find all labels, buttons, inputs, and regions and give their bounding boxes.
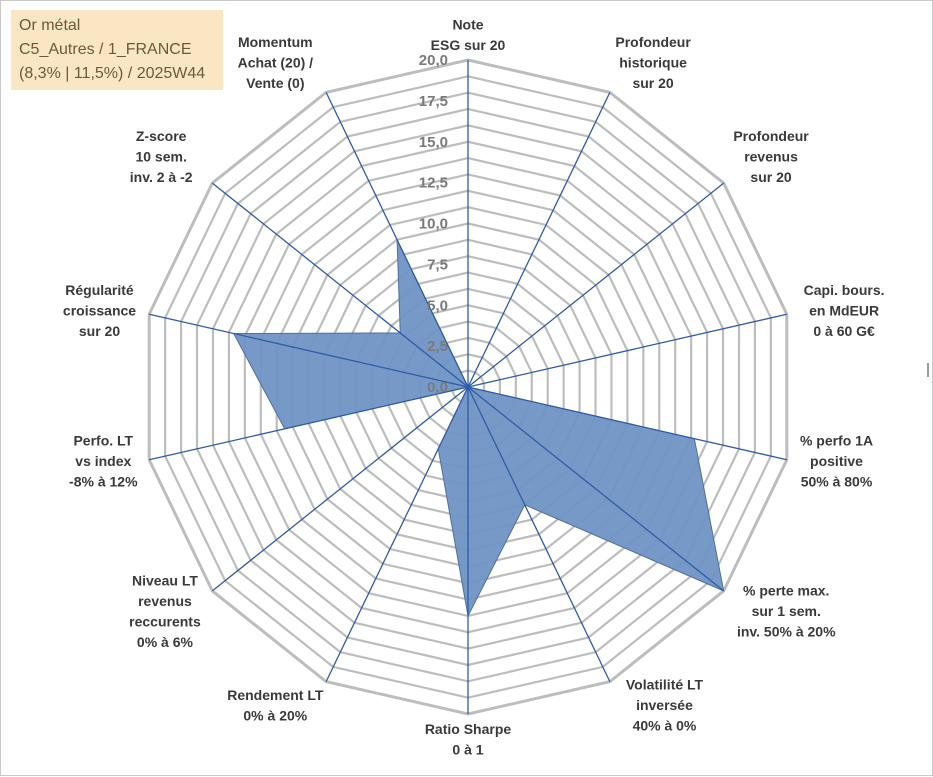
category-label: % perte max. — [743, 583, 829, 599]
tick-label: 10,0 — [419, 216, 448, 233]
tick-label: 5,0 — [427, 297, 448, 314]
category-label: Achat (20) / — [238, 54, 314, 70]
category-label: 50% à 80% — [801, 474, 873, 490]
category-label: Note — [452, 17, 483, 33]
category-label: sur 1 sem. — [752, 603, 821, 619]
category-label: Momentum — [238, 34, 313, 50]
category-label: 0% à 6% — [137, 634, 194, 650]
category-label: Niveau LT — [132, 572, 198, 588]
category-label: croissance — [63, 302, 136, 318]
category-label: en MdEUR — [809, 302, 879, 318]
category-label: Profondeur — [615, 34, 691, 50]
tick-label: 12,5 — [419, 175, 448, 192]
category-label: Z-score — [136, 128, 187, 144]
category-label: -8% à 12% — [69, 474, 138, 490]
category-label: sur 20 — [632, 75, 673, 91]
category-label: ESG sur 20 — [431, 37, 506, 53]
tick-label: 20,0 — [419, 52, 448, 69]
category-label: 0% à 20% — [243, 707, 307, 723]
tick-label: 17,5 — [419, 93, 448, 110]
category-label: sur 20 — [79, 323, 120, 339]
asset-name: Or métal — [19, 14, 215, 38]
category-label: Capi. bours. — [804, 282, 885, 298]
category-label: vs index — [75, 453, 131, 469]
category-label: Perfo. LT — [73, 433, 133, 449]
category-label: revenus — [744, 148, 798, 164]
data-area-group — [234, 240, 724, 616]
category-label: inv. 50% à 20% — [737, 624, 836, 640]
category-label: Régularité — [65, 282, 134, 298]
category-label: Volatilité LT — [626, 677, 704, 693]
category-label: Rendement LT — [227, 687, 324, 703]
tick-label: 2,5 — [427, 338, 448, 355]
category-label: Profondeur — [733, 128, 809, 144]
category-label: reccurents — [129, 613, 201, 629]
info-box: Or métal C5_Autres / 1_FRANCE (8,3% | 11… — [11, 10, 223, 90]
category-label: inv. 2 à -2 — [130, 169, 193, 185]
category-label: sur 20 — [750, 169, 791, 185]
category-label: % perfo 1A — [800, 433, 873, 449]
category-label: Vente (0) — [246, 75, 304, 91]
tick-label: 7,5 — [427, 256, 448, 273]
category-label: 10 sem. — [135, 148, 186, 164]
tick-label: 15,0 — [419, 134, 448, 151]
category-label: 0 à 1 — [452, 742, 483, 758]
category-label: Ratio Sharpe — [425, 721, 512, 737]
scrollbar-thumb[interactable] — [927, 363, 929, 377]
category-label: revenus — [138, 593, 192, 609]
category-label: 40% à 0% — [633, 718, 697, 734]
category-label: 0 à 60 G€ — [813, 323, 875, 339]
asset-category: C5_Autres / 1_FRANCE — [19, 38, 215, 62]
category-label: inversée — [636, 697, 693, 713]
category-label: historique — [619, 54, 687, 70]
asset-stats: (8,3% | 11,5%) / 2025W44 — [19, 62, 215, 86]
series-area — [234, 240, 724, 616]
category-label: positive — [810, 453, 863, 469]
tick-label: 0,0 — [427, 379, 448, 396]
